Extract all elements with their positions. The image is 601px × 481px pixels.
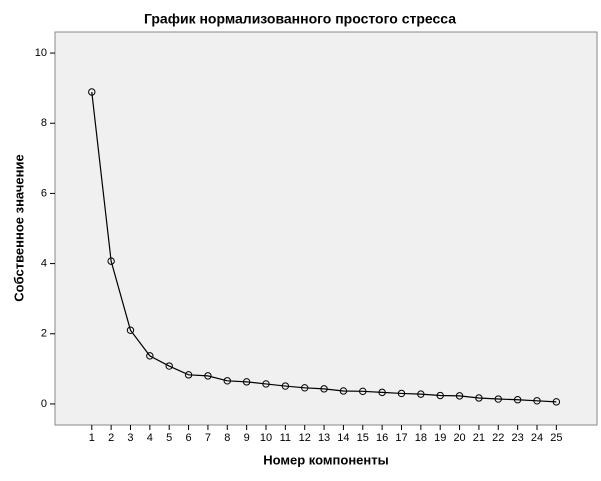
x-tick-label: 1 [89, 432, 95, 444]
y-tick-label: 6 [41, 187, 47, 199]
point [107, 257, 115, 265]
point [378, 388, 386, 397]
point [204, 372, 212, 380]
y-tick-label: 4 [41, 257, 47, 269]
x-tick-label: 21 [473, 432, 485, 444]
point [436, 391, 444, 400]
x-tick-label: 17 [395, 432, 407, 444]
point [301, 384, 309, 392]
y-axis-label: Собственное значение [11, 154, 26, 301]
x-tick-label: 6 [186, 432, 192, 444]
x-tick-label: 20 [453, 432, 465, 444]
x-tick-label: 23 [512, 432, 524, 444]
x-tick-label: 22 [492, 432, 504, 444]
point [359, 387, 367, 396]
y-tick-label: 10 [35, 47, 47, 59]
x-tick-label: 9 [244, 432, 250, 444]
y-tick-label: 2 [41, 328, 47, 340]
x-tick-label: 11 [280, 432, 291, 444]
chart-title: График нормализованного простого стресса [144, 11, 456, 27]
y-tick-label: 0 [41, 398, 47, 410]
x-tick-label: 15 [357, 432, 369, 444]
x-tick-label: 13 [318, 432, 330, 444]
x-tick-label: 12 [299, 432, 311, 444]
x-tick-label: 16 [376, 432, 388, 444]
x-axis-label: Номер компоненты [263, 452, 388, 467]
point [262, 380, 270, 388]
point [417, 390, 425, 398]
point [146, 352, 154, 360]
line [91, 91, 557, 403]
x-tick-label: 5 [166, 432, 172, 444]
x-tick-label: 24 [531, 432, 543, 444]
x-tick-label: 25 [550, 432, 562, 444]
point [397, 389, 406, 398]
point [475, 394, 483, 402]
x-tick-label: 10 [260, 432, 272, 444]
x-tick-label: 3 [127, 432, 133, 444]
x-tick-label: 18 [415, 432, 427, 444]
point [552, 398, 561, 406]
point [242, 378, 251, 386]
point [223, 377, 231, 385]
y-tick-label: 8 [41, 117, 47, 129]
x-tick-label: 7 [205, 432, 211, 444]
point [339, 387, 348, 395]
point [165, 362, 173, 370]
x-tick-label: 2 [108, 432, 114, 444]
x-tick-label: 19 [434, 432, 446, 444]
point [281, 382, 290, 390]
point [320, 385, 328, 393]
point [533, 397, 541, 405]
x-tick-label: 14 [337, 432, 349, 444]
x-tick-label: 4 [147, 432, 153, 444]
point [455, 392, 464, 400]
point [513, 396, 522, 404]
point [88, 88, 96, 96]
point [184, 371, 193, 379]
point [126, 326, 135, 334]
x-tick-label: 8 [224, 432, 230, 444]
plot-area [54, 31, 598, 426]
point [494, 395, 502, 403]
